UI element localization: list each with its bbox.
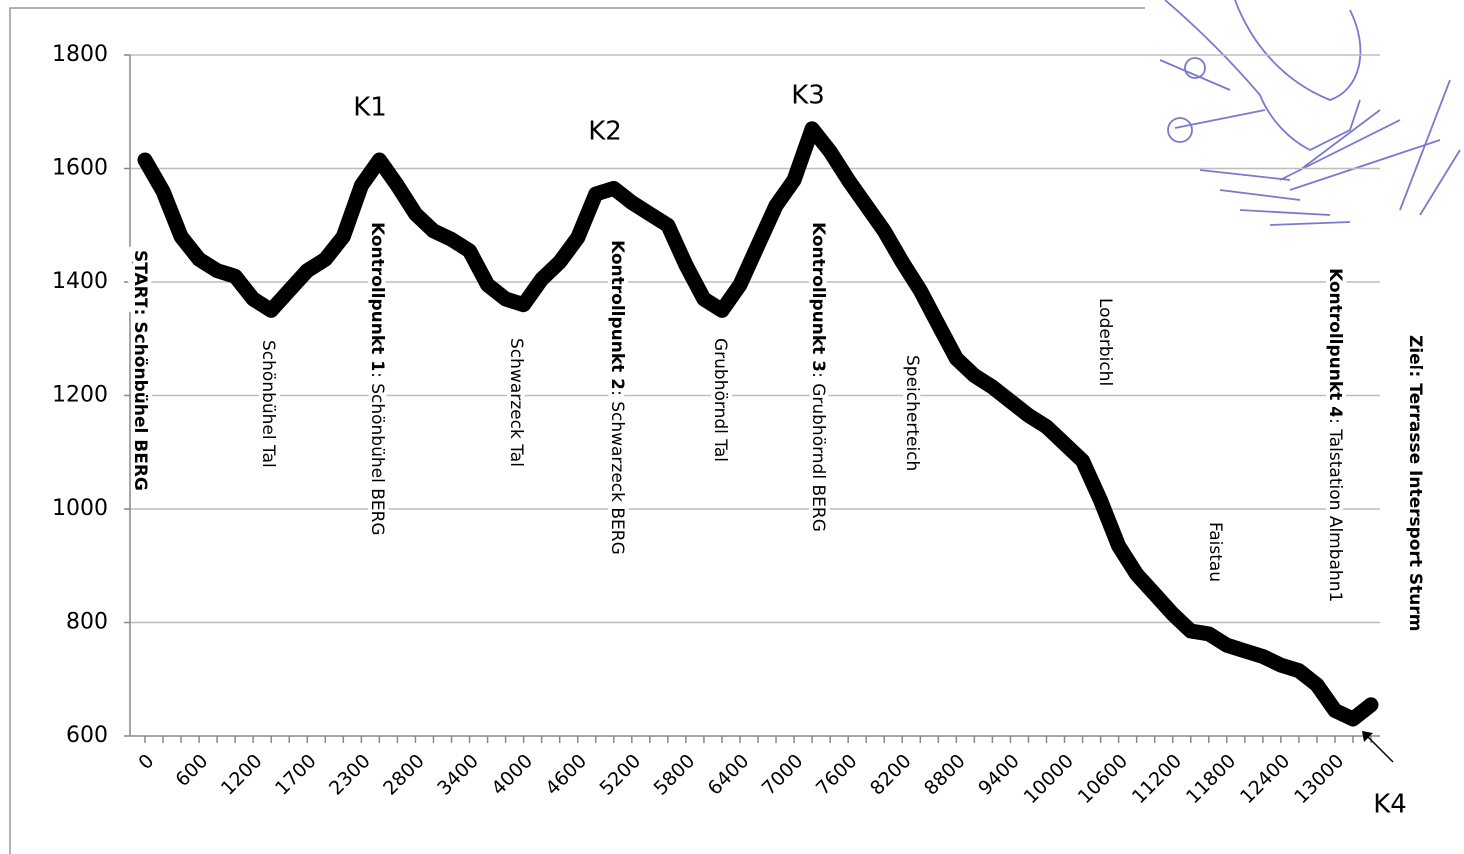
k4-arrow: [1363, 732, 1394, 763]
annotation: Schönbühel Tal: [258, 340, 278, 468]
x-tick-label: 4000: [487, 750, 537, 800]
annotation: START: Schönbühel BERG: [130, 250, 150, 491]
skier-sketch: [1159, 0, 1461, 226]
elevation-line: [137, 121, 1379, 727]
annotation: Schwarzeck Tal: [506, 338, 526, 467]
x-tick-label: 600: [171, 750, 212, 791]
annotation-lead: Kontrollpunkt 4: [1325, 268, 1345, 418]
y-tick-label: 1800: [52, 42, 108, 67]
x-tick-label: 1700: [271, 750, 321, 800]
x-tick-label: 8800: [920, 750, 970, 800]
annotation: Kontrollpunkt 4: Talstation Almbahn1: [1325, 268, 1345, 602]
annotation: Grubhörndl Tal: [710, 338, 730, 462]
x-tick-label: 13000: [1290, 750, 1348, 808]
annotation: Ziel: Terrasse Intersport Sturm: [1405, 335, 1425, 631]
annotation-text: Faistau: [1205, 522, 1225, 582]
annotation-text: : Terrasse Intersport Sturm: [1405, 371, 1425, 632]
y-tick-label: 1200: [52, 383, 108, 408]
x-tick-label: 11800: [1182, 750, 1240, 808]
y-tick-label: 1000: [52, 496, 108, 521]
y-tick-label: 600: [66, 723, 108, 748]
y-tick-label: 1400: [52, 269, 108, 294]
annotation-text: Schönbühel Tal: [258, 340, 278, 468]
x-tick-label: 2800: [379, 750, 429, 800]
annotation: Kontrollpunkt 2: Schwarzeck BERG: [607, 240, 627, 555]
x-tick-label: 0: [134, 750, 158, 774]
checkpoint-label: K2: [588, 117, 622, 147]
x-tick-label: 8200: [866, 750, 916, 800]
annotation-text: Schwarzeck Tal: [506, 338, 526, 467]
k4-arrowhead: [1362, 731, 1373, 742]
x-tick-label: 11200: [1128, 750, 1186, 808]
x-tick-label: 6400: [704, 750, 754, 800]
y-tick-label: 1600: [52, 156, 108, 181]
annotation-text: : Talstation Almbahn1: [1325, 418, 1345, 602]
annotation-text: Loderbichl: [1095, 298, 1115, 386]
x-tick-label: 10000: [1020, 750, 1078, 808]
checkpoint-label: K4: [1373, 790, 1407, 820]
annotation-lead: Kontrollpunkt 1: [367, 222, 387, 372]
x-tick-label: 7600: [812, 750, 862, 800]
annotation-text: : Schönbühel BERG: [367, 372, 387, 536]
x-tick-label: 5800: [650, 750, 700, 800]
annotation: Loderbichl: [1095, 298, 1115, 386]
annotation: Kontrollpunkt 1: Schönbühel BERG: [367, 222, 387, 536]
x-tick-label: 5200: [595, 750, 645, 800]
chart-frame: [9, 7, 1145, 854]
annotation: Speicherteich: [902, 355, 922, 471]
x-tick-label: 9400: [974, 750, 1024, 800]
annotation: Kontrollpunkt 3: Grubhörndl BERG: [808, 222, 828, 532]
x-tick-label: 3400: [433, 750, 483, 800]
annotation-text: : Schönbühel BERG: [130, 309, 150, 491]
annotation: Faistau: [1205, 522, 1225, 582]
x-tick-label: 4600: [541, 750, 591, 800]
annotation-lead: Kontrollpunkt 3: [808, 222, 828, 372]
checkpoint-label: K1: [353, 93, 387, 123]
x-tick-label: 7000: [758, 750, 808, 800]
annotation-lead: Ziel: [1405, 335, 1425, 371]
annotation-lead: START: [130, 250, 150, 310]
annotation-text: Speicherteich: [902, 355, 922, 471]
checkpoint-label: K3: [791, 81, 825, 111]
x-tick-label: 12400: [1236, 750, 1294, 808]
y-tick-label: 800: [66, 610, 108, 635]
annotation-text: Grubhörndl Tal: [710, 338, 730, 462]
annotation-text: : Grubhörndl BERG: [808, 372, 828, 532]
annotation-text: : Schwarzeck BERG: [607, 390, 627, 555]
x-tick-label: 10600: [1074, 750, 1132, 808]
x-tick-label: 2300: [325, 750, 375, 800]
x-tick-label: 1200: [217, 750, 267, 800]
annotation-lead: Kontrollpunkt 2: [607, 240, 627, 390]
